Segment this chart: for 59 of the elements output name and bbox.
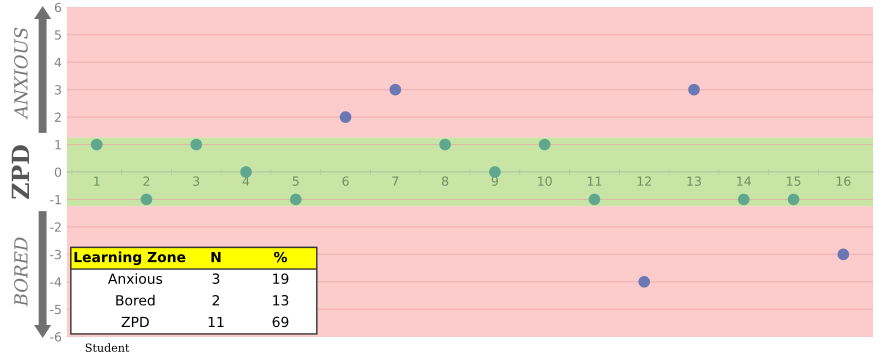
y-tick-label: -2: [50, 222, 61, 232]
band-label: ANXIOUS: [14, 28, 28, 120]
annotation: 3: [212, 273, 220, 284]
x-tick-label: 3: [193, 176, 200, 186]
point: [738, 194, 750, 206]
annotation: 2: [212, 295, 220, 306]
band-label: BORED: [14, 238, 28, 307]
annotation: 19: [273, 273, 288, 284]
y-tick-label: 0: [54, 167, 62, 177]
annotation: Learning Zone: [74, 252, 186, 266]
point: [190, 138, 202, 150]
y-tick-label: 2: [54, 112, 61, 122]
x-tick-label: 15: [786, 176, 800, 186]
y-tick-label: -1: [50, 195, 61, 204]
point: [340, 111, 352, 123]
annotation: 13: [273, 295, 288, 306]
annotation: ZPD: [122, 316, 149, 327]
x-tick-label: 11: [588, 176, 602, 186]
annotation: %: [274, 252, 288, 262]
annotation: N: [211, 252, 221, 262]
annotation: Anxious: [108, 273, 162, 284]
band-label: ZPD: [12, 145, 29, 199]
x-tick-label: 2: [143, 176, 150, 186]
x-tick-label: 12: [638, 176, 651, 186]
y-tick-label: -5: [50, 304, 61, 314]
point: [588, 194, 600, 206]
point: [838, 248, 850, 260]
annotation: 11: [208, 316, 224, 327]
x-tick-label: 6: [342, 176, 349, 186]
x-tick-label: 5: [292, 176, 299, 186]
y-tick-label: 5: [54, 30, 61, 40]
point: [290, 194, 302, 206]
point: [538, 138, 550, 150]
y-tick-label: 3: [54, 85, 61, 95]
annotation: 69: [272, 316, 288, 328]
x-axis-title: Student: [86, 343, 130, 352]
x-tick-label: 7: [392, 176, 398, 186]
x-tick-label: 1: [94, 176, 100, 186]
annotation: Bored: [116, 294, 154, 306]
point: [240, 166, 252, 178]
point: [140, 194, 152, 206]
point: [638, 276, 650, 288]
x-tick-label: 16: [836, 176, 850, 186]
x-tick-label: 10: [538, 176, 552, 186]
point: [788, 194, 800, 206]
x-tick-label: 14: [737, 176, 752, 186]
point: [489, 166, 501, 178]
y-tick-label: -4: [50, 277, 62, 287]
point: [90, 138, 102, 150]
point: [688, 84, 700, 96]
point: [439, 138, 451, 150]
x-tick-label: 8: [442, 176, 448, 186]
y-tick-label: -6: [50, 332, 62, 342]
y-tick-label: 1: [55, 140, 61, 150]
y-tick-label: 6: [54, 2, 62, 12]
x-tick-label: 13: [687, 176, 701, 186]
y-tick-label: -3: [50, 250, 61, 260]
y-tick-label: 4: [54, 58, 62, 67]
point: [390, 84, 402, 96]
